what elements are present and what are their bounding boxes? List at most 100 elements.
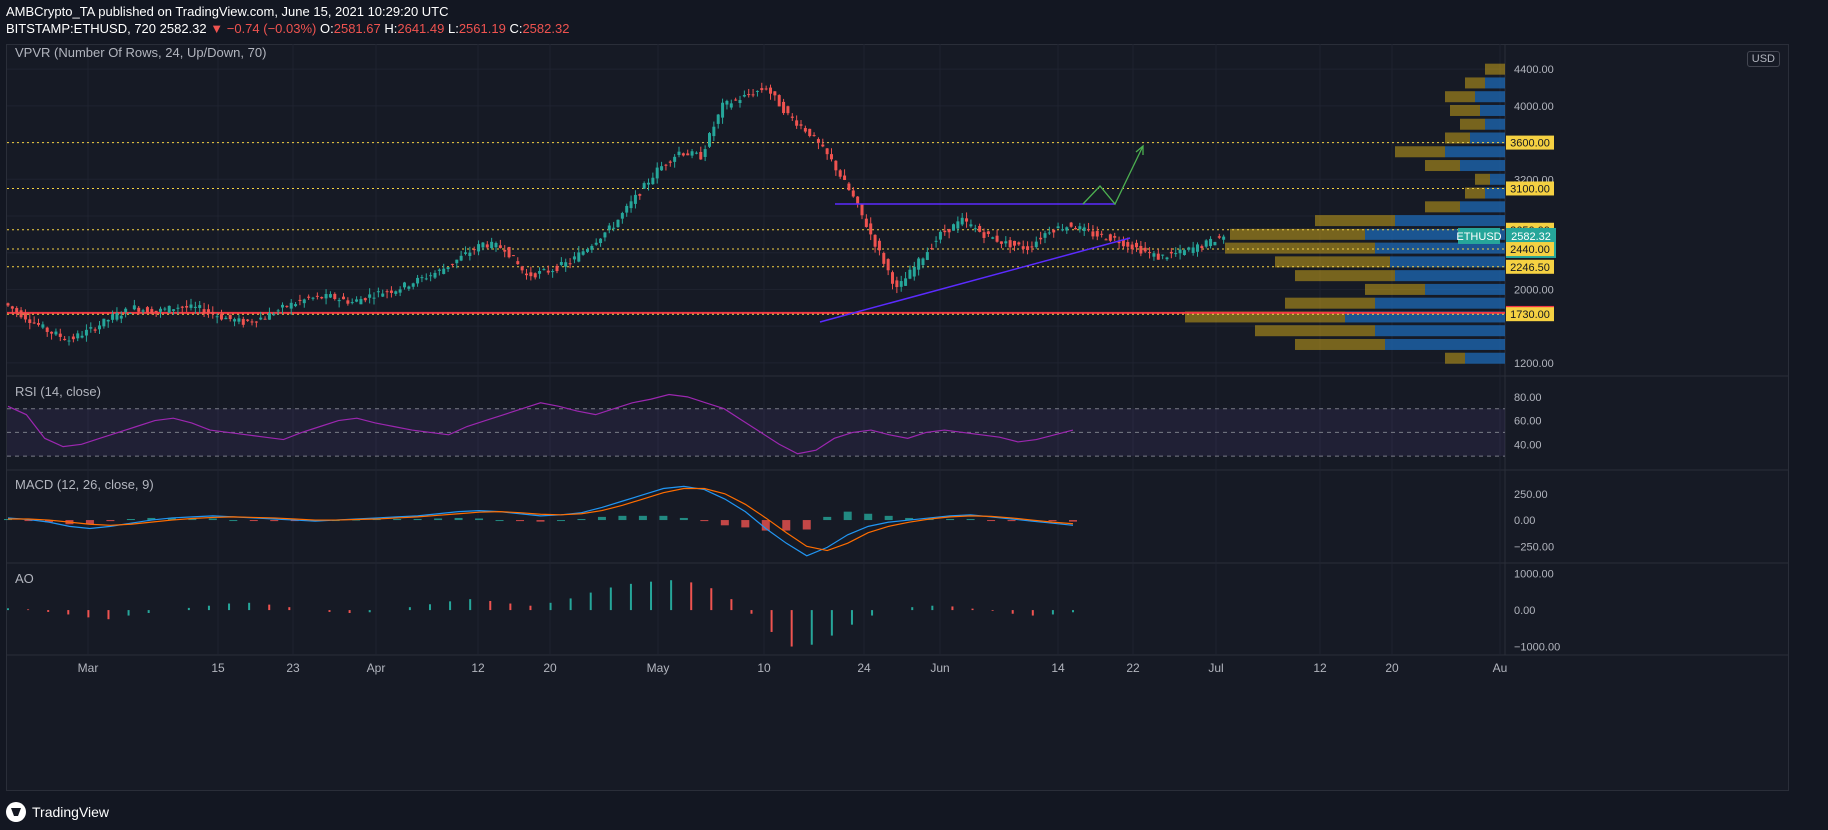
candle-body [1156, 253, 1160, 260]
candle-body [311, 297, 315, 299]
price-axis-label: 4400.00 [1514, 64, 1554, 76]
candle-body [1178, 249, 1182, 254]
candle-body [886, 259, 890, 271]
candle-body [324, 294, 328, 299]
candle-body [185, 306, 189, 308]
time-axis-label: 14 [1051, 661, 1065, 675]
macd-line [7, 485, 1074, 557]
candle-body [1052, 229, 1056, 233]
candle-body [969, 224, 973, 227]
candle-body [830, 154, 833, 160]
ohlc-high: 2641.49 [397, 21, 445, 36]
macd-histogram-bar [167, 517, 176, 521]
macd-histogram-bar [454, 517, 463, 521]
price-axis-label: 4000.00 [1514, 101, 1554, 113]
candle-body [1161, 254, 1165, 256]
volume-profile-bar-up [1275, 256, 1390, 268]
symbol-info: BITSTAMP:ETHUSD, 720 2582.32 ▼ −0.74 (−0… [6, 21, 569, 36]
candle-body [394, 291, 398, 294]
candle-body [416, 277, 420, 284]
volume-profile-bar-up [1225, 242, 1375, 254]
candle-body [32, 322, 36, 324]
candle-body [1126, 242, 1130, 247]
volume-profile-bar-up [1295, 270, 1395, 282]
candle-body [533, 273, 537, 278]
candle-body [503, 249, 507, 252]
price-change: ▼ −0.74 (−0.03%) [210, 21, 317, 36]
candle-body [93, 329, 97, 331]
candle-body [485, 244, 489, 248]
volume-profile-bar-up [1365, 283, 1425, 295]
ao-axis-label: 0.00 [1514, 605, 1535, 617]
volume-profile-bar-up [1185, 311, 1345, 323]
macd-signal-line [8, 487, 1074, 552]
time-axis-label: Jun [930, 661, 949, 675]
candle-body [838, 170, 842, 177]
candle-body [429, 275, 433, 277]
candle-body [58, 333, 62, 337]
candle-body [694, 152, 698, 154]
candle-body [1013, 240, 1016, 246]
candle-body [978, 225, 982, 232]
candle-body [63, 338, 67, 341]
volume-profile-bar-up [1445, 91, 1475, 103]
candle-body [668, 161, 672, 163]
candle-body [459, 255, 463, 261]
candle-body [320, 297, 324, 299]
candle-body [690, 151, 694, 156]
candle-body [795, 120, 799, 126]
macd-histogram-bar [147, 517, 156, 521]
candle-body [638, 194, 642, 196]
candle-body [999, 241, 1003, 244]
symbol-tag: ETHUSD [1456, 231, 1501, 243]
macd-histogram-bar [700, 520, 709, 522]
time-axis-label: 12 [1313, 661, 1327, 675]
candle-body [359, 299, 363, 305]
candle-body [1165, 257, 1169, 260]
macd-histogram-bar [987, 520, 996, 522]
macd-histogram-bar [556, 520, 565, 522]
candle-body [6, 303, 10, 306]
candle-body [1004, 241, 1008, 244]
ohlc-close-label: C: [509, 21, 523, 36]
candle-body [132, 305, 136, 310]
macd-histogram-bar [44, 520, 53, 523]
candle-body [769, 87, 772, 94]
candle-body [1034, 241, 1038, 248]
ao-axis-label: 1000.00 [1514, 569, 1554, 581]
ohlc-high-label: H: [384, 21, 398, 36]
macd-label[interactable]: MACD (12, 26, close, 9) [15, 477, 154, 492]
candle-body [119, 315, 123, 319]
candle-body [1078, 226, 1082, 230]
candle-body [202, 309, 206, 314]
last-price-value: 2582.32 [1511, 231, 1551, 243]
candle-body [1030, 246, 1034, 248]
candle-body [41, 324, 45, 328]
ascending-trendline [819, 237, 1131, 323]
time-axis-label: 10 [757, 661, 771, 675]
volume-profile-bar-up [1230, 228, 1365, 240]
rsi-axis-label: 80.00 [1514, 392, 1542, 404]
candle-body [629, 201, 633, 209]
macd-histogram-bar [495, 520, 504, 522]
ao-label[interactable]: AO [15, 571, 34, 586]
time-axis-label: 23 [286, 661, 300, 675]
candle-body [1174, 253, 1178, 255]
macd-histogram-bar [802, 520, 811, 530]
rsi-label[interactable]: RSI (14, close) [15, 384, 101, 399]
candle-body [389, 290, 393, 293]
volume-profile-bar-down [1470, 132, 1505, 144]
candle-body [398, 289, 402, 293]
candle-body [15, 308, 19, 313]
candle-body [686, 153, 690, 156]
candle-body [19, 310, 23, 318]
currency-button[interactable]: USD [1746, 51, 1780, 67]
candle-body [189, 304, 193, 308]
volume-profile-bar-down [1460, 160, 1505, 172]
symbol-name[interactable]: BITSTAMP:ETHUSD, 720 [6, 21, 157, 36]
vpvr-label[interactable]: VPVR (Number Of Rows, 24, Up/Down, 70) [15, 45, 267, 60]
candle-body [193, 306, 197, 308]
volume-profile-bar-down [1460, 201, 1505, 213]
candle-body [934, 240, 938, 242]
